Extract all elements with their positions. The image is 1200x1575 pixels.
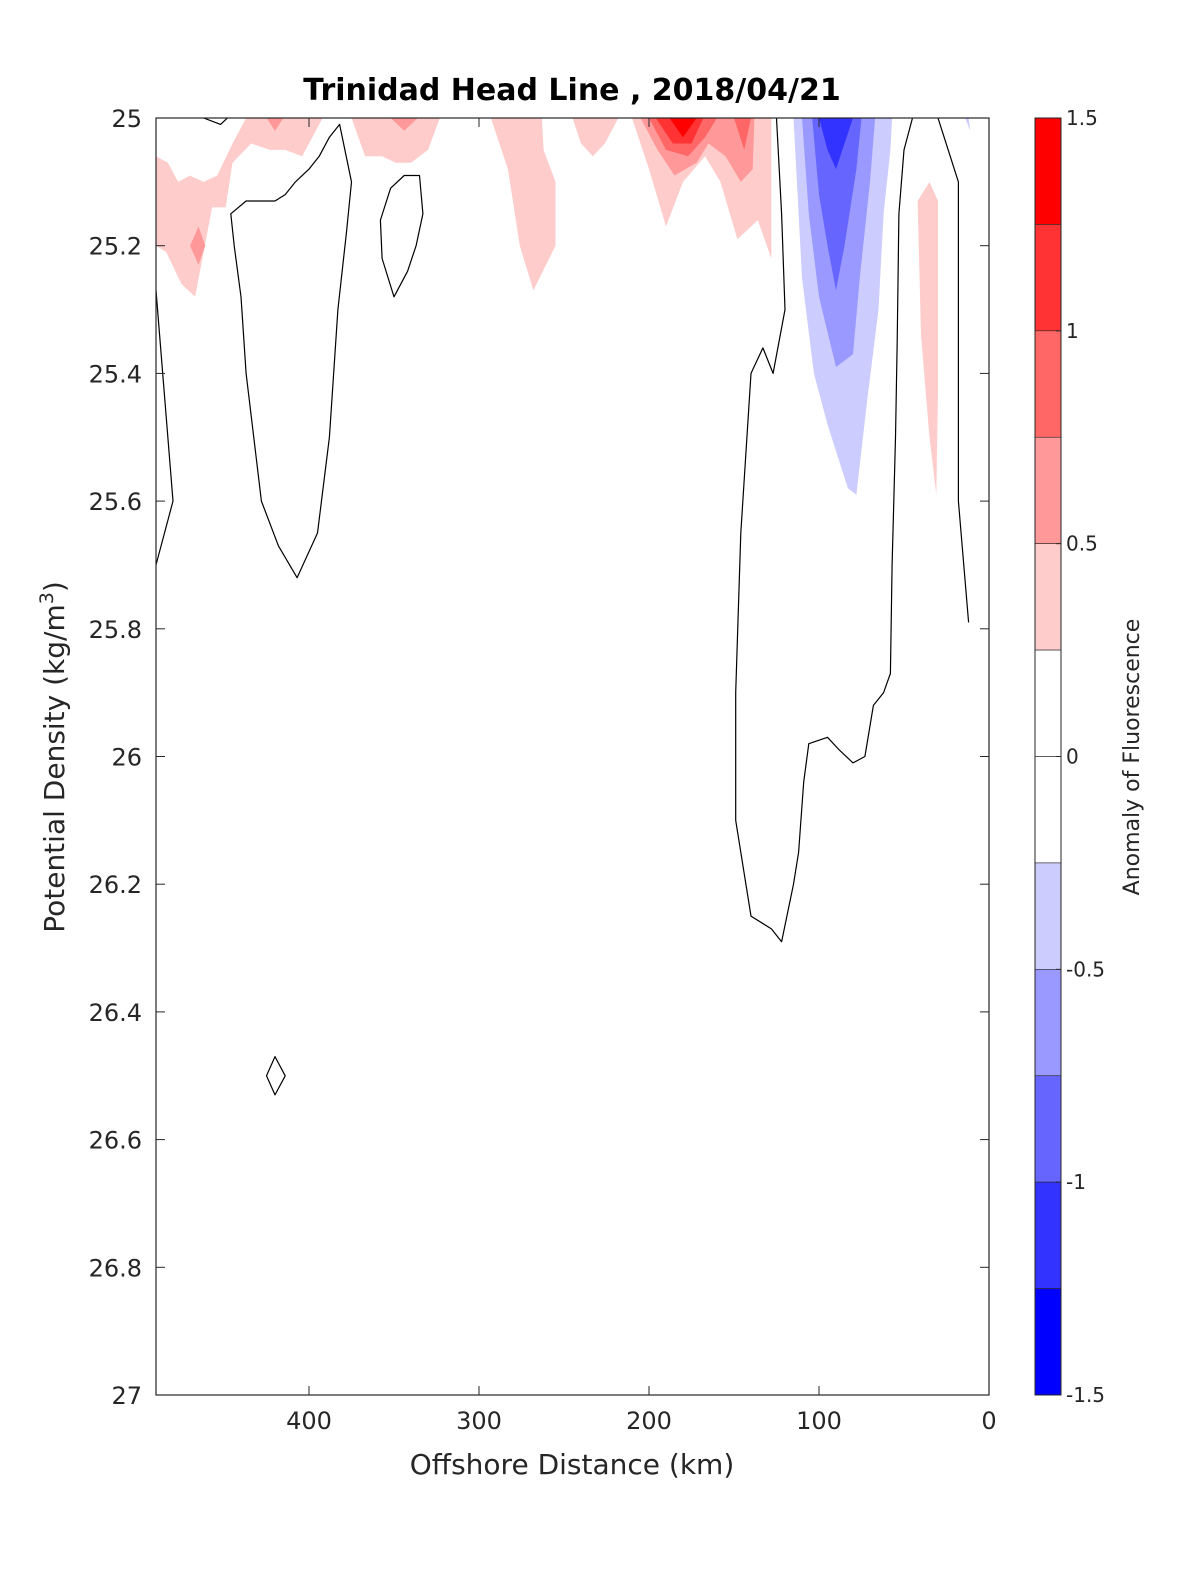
x-tick-label: 0 xyxy=(981,1407,996,1435)
contour-fill-region xyxy=(812,118,862,291)
y-axis-title: Potential Density (kg/m3) xyxy=(36,581,71,933)
colorbar-band xyxy=(1034,1075,1062,1183)
y-axis-title-close: ) xyxy=(38,581,71,592)
colorbar-band xyxy=(1034,436,1062,544)
x-tick-label: 200 xyxy=(626,1407,672,1435)
zero-contour-line xyxy=(379,174,424,298)
colorbar-band xyxy=(1034,1288,1062,1396)
contour-fill-region xyxy=(965,118,971,131)
contour-fill-region xyxy=(572,118,619,157)
y-axis-title-superscript: 3 xyxy=(36,592,58,604)
y-tick-label: 26 xyxy=(111,744,142,772)
colorbar-band xyxy=(1034,969,1062,1077)
x-axis-title: Offshore Distance (km) xyxy=(410,1448,735,1481)
contour-fill-region xyxy=(351,118,440,163)
colorbar-title: Anomaly of Fluorescence xyxy=(1120,619,1145,896)
zero-contour-line xyxy=(230,123,353,579)
colorbar: 1.5 1 0.5 0 -0.5 -1 -1.5 xyxy=(1034,106,1105,1407)
colorbar-band xyxy=(1034,649,1062,757)
y-tick-label: 26.4 xyxy=(89,999,142,1027)
contour-fill-region xyxy=(190,226,206,265)
zero-contour-line xyxy=(203,118,228,126)
zero-contour-line xyxy=(937,118,970,623)
colorbar-ticks: 1.5 1 0.5 0 -0.5 -1 -1.5 xyxy=(1056,106,1105,1407)
contour-fill-region xyxy=(819,118,853,170)
colorbar-band xyxy=(1034,756,1062,864)
y-tick-label: 26.6 xyxy=(89,1127,142,1155)
contour-fill-region xyxy=(266,118,284,131)
contour-fill-region xyxy=(490,118,556,291)
zero-contour-line xyxy=(735,118,914,943)
colorbar-band xyxy=(1034,224,1062,332)
zero-contour-line xyxy=(156,290,174,566)
x-tick-label: 100 xyxy=(796,1407,842,1435)
plot-area: 400 300 200 100 0 25 25.2 25.4 25.6 25.8 26 26.2 26… xyxy=(89,105,997,1435)
contour-fill-layer xyxy=(156,118,971,495)
y-tick-label: 25.2 xyxy=(89,233,142,261)
colorbar-band xyxy=(1034,862,1062,970)
y-tick-label: 26.2 xyxy=(89,871,142,899)
colorbar-tick-label: 1 xyxy=(1066,319,1079,343)
colorbar-band xyxy=(1034,1181,1062,1289)
y-tick-label: 25.6 xyxy=(89,488,142,516)
colorbar-tick-label: -1.5 xyxy=(1066,1383,1105,1407)
colorbar-tick-label: 1.5 xyxy=(1066,106,1098,130)
x-axis-ticks: 400 300 200 100 0 xyxy=(286,118,997,1435)
colorbar-tick-label: -1 xyxy=(1066,1170,1086,1194)
y-axis-title-main: Potential Density (kg/m xyxy=(38,604,71,933)
colorbar-tick-label: -0.5 xyxy=(1066,957,1105,981)
x-tick-label: 400 xyxy=(286,1407,332,1435)
colorbar-band xyxy=(1034,330,1062,438)
colorbar-band xyxy=(1034,117,1062,225)
chart-title: Trinidad Head Line , 2018/04/21 xyxy=(303,73,840,108)
contour-fill-region xyxy=(669,118,697,138)
y-tick-label: 25.8 xyxy=(89,616,142,644)
zero-contour-line xyxy=(265,1055,286,1096)
zero-contour-layer xyxy=(156,118,970,1096)
colorbar-tick-label: 0 xyxy=(1066,745,1079,769)
contour-fill-region xyxy=(917,181,938,495)
y-tick-label: 25.4 xyxy=(89,360,142,388)
y-tick-label: 26.8 xyxy=(89,1254,142,1282)
y-axis-ticks: 25 25.2 25.4 25.6 25.8 26 26.2 26.4 26.6 26.8 27 xyxy=(89,105,989,1410)
colorbar-tick-label: 0.5 xyxy=(1066,532,1098,556)
x-tick-label: 300 xyxy=(456,1407,502,1435)
y-tick-label: 25 xyxy=(111,105,142,133)
contour-fill-region xyxy=(390,118,418,131)
colorbar-band xyxy=(1034,543,1062,651)
y-tick-label: 27 xyxy=(111,1382,142,1410)
